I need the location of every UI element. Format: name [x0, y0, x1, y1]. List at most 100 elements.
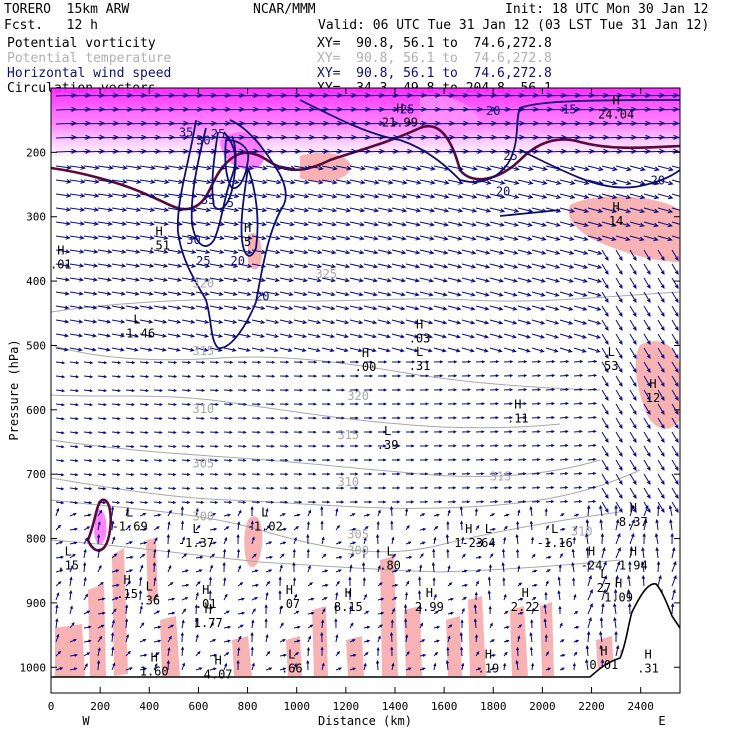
circulation-vector-1599 [391, 583, 399, 587]
circulation-vector-155 [335, 134, 358, 140]
circulation-vector-1714 [111, 619, 115, 629]
circulation-vector-918 [307, 374, 318, 378]
circulation-vector-1131 [139, 444, 149, 449]
circulation-vector-1185 [265, 458, 275, 462]
extremum-kind-33: L [600, 567, 607, 581]
circulation-vector-1204 [531, 458, 541, 462]
circulation-vector-1370 [335, 507, 339, 517]
circulation-vector-378 [307, 207, 324, 213]
circulation-vector-369 [181, 207, 198, 213]
circulation-vector-397 [573, 207, 590, 213]
extremum-kind-10: L [608, 345, 615, 359]
circulation-vector-761 [629, 319, 637, 331]
circulation-vector-1102 [363, 430, 373, 434]
y-tick-label-7: 900 [26, 597, 46, 610]
circulation-vector-1603 [447, 582, 453, 587]
circulation-vector-1631 [208, 589, 212, 601]
circulation-vector-141 [139, 134, 162, 140]
x-tick-label-9: 1800 [480, 700, 507, 713]
circulation-vector-795 [475, 333, 490, 339]
init-time: Init: 18 UTC Mon 30 Jan 12 [505, 2, 709, 17]
circulation-vector-741 [349, 319, 364, 325]
circulation-vector-200 [335, 148, 358, 154]
circulation-vector-850 [615, 347, 623, 359]
circulation-vector-246 [349, 165, 366, 171]
circulation-vector-1669 [111, 608, 117, 615]
circulation-vector-841 [489, 347, 503, 353]
circulation-vector-131 [629, 120, 652, 126]
circulation-vector-1765 [195, 633, 199, 643]
circulation-vector-138 [97, 134, 120, 140]
circulation-vector-1838 [585, 644, 590, 657]
circulation-vector-621 [559, 277, 574, 283]
circulation-vector-1528 [655, 546, 659, 559]
circulation-vector-125 [545, 120, 568, 126]
circulation-vector-393 [517, 207, 534, 213]
circulation-vector-1115 [545, 430, 555, 434]
circulation-vector-783 [307, 333, 322, 339]
circulation-vector-779 [251, 333, 266, 338]
circulation-vector-560 [335, 263, 351, 269]
circulation-vector-553 [237, 263, 253, 269]
circulation-vector-113 [377, 120, 400, 126]
circulation-vector-306 [559, 179, 576, 186]
circulation-vector-471 [349, 235, 365, 241]
wind-label-9: 35 [201, 193, 215, 207]
circulation-vector-673 [657, 291, 665, 303]
circulation-vector-957 [223, 388, 234, 392]
circulation-vector-24 [391, 92, 414, 98]
circulation-vector-406 [69, 221, 85, 226]
circulation-vector-14 [251, 92, 274, 98]
circulation-vector-1522 [571, 548, 575, 559]
circulation-vector-1868 [375, 659, 380, 671]
circulation-vector-1044 [181, 416, 191, 420]
circulation-vector-1330 [405, 500, 415, 504]
circulation-vector-1521 [559, 552, 563, 559]
extremum-kind-28: H [286, 583, 293, 597]
circulation-vector-829 [321, 347, 335, 353]
circulation-vector-409 [111, 221, 127, 226]
circulation-vector-1687 [363, 610, 370, 615]
circulation-vector-1407 [223, 526, 230, 531]
circulation-vector-912 [223, 374, 234, 378]
circulation-vector-242 [293, 165, 310, 171]
circulation-vector-1857 [223, 662, 228, 671]
circulation-vector-1605 [475, 580, 479, 587]
circulation-vector-1677 [223, 610, 230, 615]
circulation-vector-1012 [363, 402, 374, 406]
extremum-value-21: .15 [57, 558, 79, 572]
circulation-vector-537 [643, 249, 651, 261]
circulation-vector-1755 [55, 633, 60, 643]
circulation-vector-143 [167, 134, 190, 140]
circulation-vector-1473 [515, 533, 519, 545]
circulation-vector-49 [111, 106, 134, 112]
circulation-vector-1805 [125, 650, 131, 657]
circulation-vector-69 [391, 106, 414, 112]
circulation-vector-359 [671, 193, 680, 197]
circulation-vector-1692 [433, 610, 439, 615]
circulation-vector-590 [125, 277, 140, 282]
circulation-vector-1672 [153, 610, 161, 615]
circulation-vector-139 [111, 134, 134, 140]
circulation-vector-834 [391, 347, 405, 353]
circulation-vector-81 [559, 106, 582, 112]
circulation-vector-1556 [419, 564, 423, 573]
circulation-vector-1585 [195, 580, 201, 587]
circulation-vector-300 [475, 179, 492, 185]
circulation-vector-702 [433, 305, 448, 311]
circulation-vector-307 [573, 179, 590, 186]
circulation-vector-1883 [585, 658, 589, 671]
circulation-vector-1094 [251, 430, 261, 434]
circulation-vector-665 [545, 291, 560, 297]
circulation-vector-556 [279, 263, 295, 269]
extremum-kind-22: L [386, 544, 393, 558]
circulation-vector-188 [167, 148, 190, 154]
circulation-vector-1219 [111, 473, 121, 477]
circulation-vector-1389 [599, 504, 603, 517]
circulation-vector-1257 [643, 473, 651, 485]
circulation-vector-1217 [83, 473, 93, 477]
circulation-vector-1392 [643, 504, 649, 517]
circulation-vector-357 [643, 193, 660, 200]
x-axis-east-label: E [658, 714, 665, 728]
circulation-vector-1083 [97, 431, 107, 435]
